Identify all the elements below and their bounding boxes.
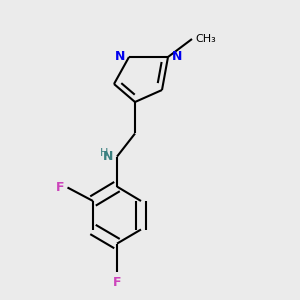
Text: N: N [115,50,125,64]
Text: F: F [56,181,64,194]
Text: H: H [100,148,108,158]
Text: N: N [102,150,113,163]
Text: N: N [172,50,182,64]
Text: F: F [113,276,121,289]
Text: CH₃: CH₃ [196,34,216,44]
